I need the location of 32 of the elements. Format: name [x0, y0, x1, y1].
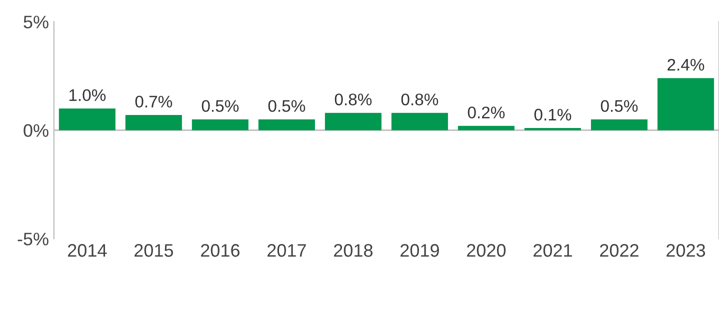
bar	[657, 78, 714, 130]
bar	[324, 112, 382, 130]
bar	[391, 112, 448, 130]
data-label: 0.7%	[135, 96, 172, 108]
data-label: 0.2%	[468, 106, 505, 118]
bar	[125, 115, 182, 130]
x-tick-label: 2022	[600, 244, 638, 257]
bar	[458, 126, 514, 130]
data-label: 0.5%	[202, 100, 239, 112]
bar	[590, 119, 648, 130]
bar	[58, 108, 116, 130]
x-tick-label: 2016	[201, 244, 240, 257]
data-label: 2.4%	[668, 58, 704, 71]
bar	[192, 119, 248, 130]
x-tick-label: 2019	[400, 244, 439, 257]
x-tick-label: 2015	[134, 244, 174, 257]
bar	[258, 119, 315, 130]
x-tick-label: 2023	[666, 244, 706, 257]
data-label: 0.5%	[600, 100, 638, 112]
data-label: 0.1%	[534, 108, 572, 121]
x-tick-label: 2017	[268, 244, 306, 257]
x-tick-label: 2021	[534, 244, 572, 257]
y-tick-label: 5%	[24, 16, 48, 28]
y-tick-label: 0%	[24, 124, 48, 137]
x-tick-label: 2020	[467, 244, 506, 257]
data-label: 0.8%	[334, 94, 372, 106]
x-tick-label: 2014	[68, 244, 107, 257]
data-label: 0.8%	[401, 94, 438, 106]
y-tick-label: -5%	[18, 232, 48, 246]
data-label: 0.5%	[268, 100, 306, 112]
data-label: 1.0%	[69, 89, 106, 102]
x-tick-label: 2018	[334, 244, 373, 257]
